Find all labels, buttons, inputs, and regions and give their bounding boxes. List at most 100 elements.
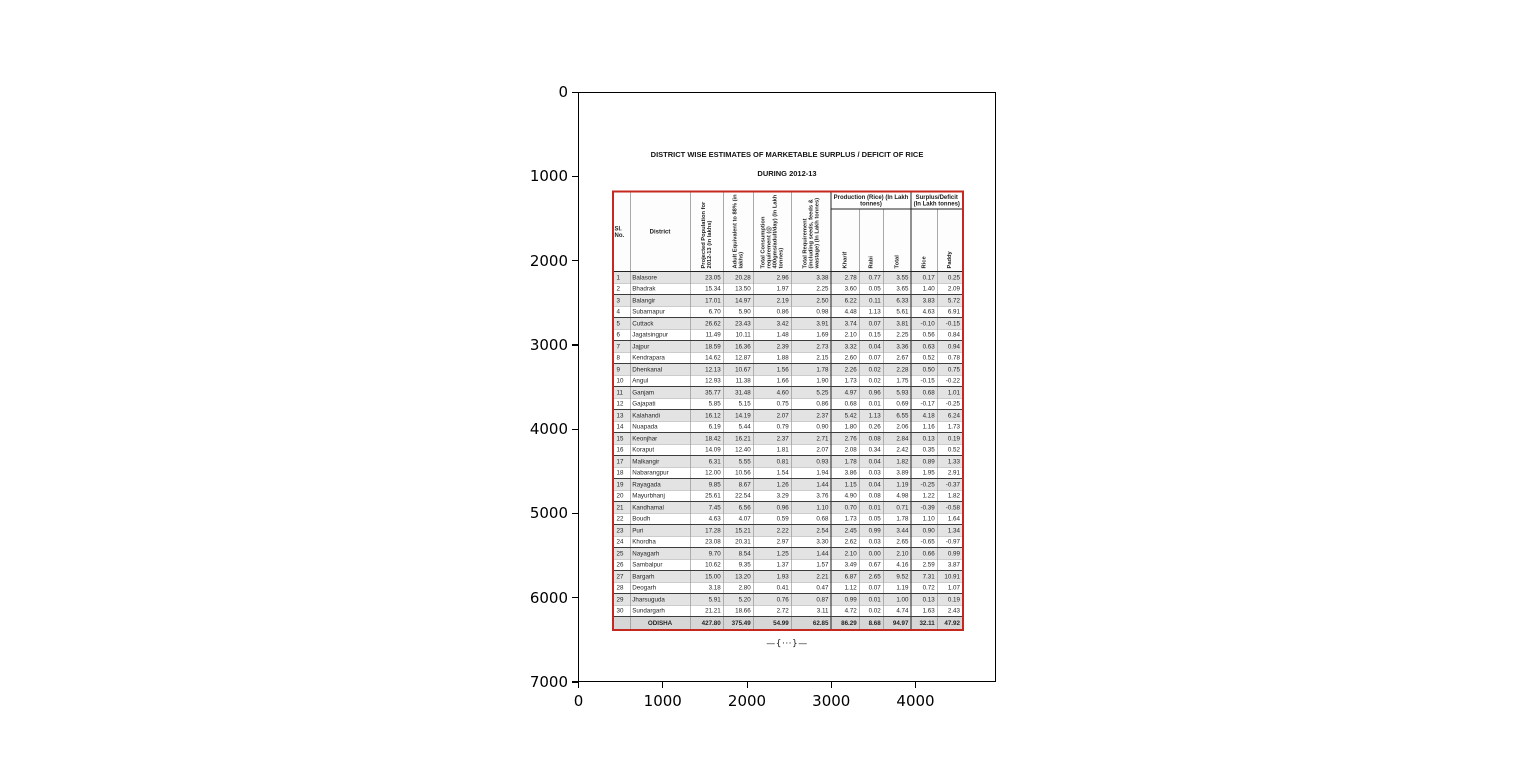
table-header: Sl. No. District Projected Population fo…	[612, 191, 964, 273]
cell-value: 1.97	[752, 283, 792, 296]
cell-value: 2.67	[882, 352, 912, 365]
cell-value: 1.13	[858, 409, 884, 422]
cell-value: 0.07	[858, 317, 884, 330]
cell-district: Kalahandi	[629, 409, 691, 422]
cell-value: 0.59	[752, 513, 792, 526]
cell-value: 2.25	[790, 283, 832, 296]
cell-district: Keonjhar	[629, 432, 691, 445]
cell-value: 1.82	[882, 455, 912, 468]
y-tick-label: 3000	[529, 335, 568, 354]
cell-value: 9.85	[689, 478, 724, 491]
cell-value: 0.77	[858, 271, 884, 284]
cell-value: 1.64	[936, 513, 964, 526]
cell-value: 12.93	[689, 375, 724, 388]
cell-value: -0.39	[910, 501, 938, 514]
cell-value: 0.02	[858, 363, 884, 376]
header-paddy: Paddy	[936, 208, 964, 273]
cell-district: Malkangir	[629, 455, 691, 468]
cell-sl-no: 4	[612, 306, 631, 319]
cell-value: 0.11	[858, 294, 884, 307]
cell-value: 9.35	[722, 559, 754, 572]
cell-value: 0.02	[858, 605, 884, 618]
cell-value: 0.75	[752, 398, 792, 411]
cell-value: 17.28	[689, 524, 724, 537]
cell-value: 5.25	[790, 386, 832, 399]
cell-value: 2.45	[830, 524, 860, 537]
cell-value: -0.25	[910, 478, 938, 491]
cell-value: 7.31	[910, 570, 938, 583]
cell-value: 0.17	[910, 271, 938, 284]
cell-value: 8.67	[722, 478, 754, 491]
cell-value: 0.02	[858, 375, 884, 388]
cell-district: ODISHA	[629, 616, 691, 631]
scanned-document: DISTRICT WISE ESTIMATES OF MARKETABLE SU…	[612, 150, 964, 650]
header-district: District	[629, 191, 691, 273]
cell-sl-no: 29	[612, 593, 631, 606]
header-kharif: Kharif	[830, 208, 860, 273]
page-footer-ornament: —{···}—	[766, 638, 808, 649]
cell-value: 1.88	[752, 352, 792, 365]
cell-value: 0.19	[936, 432, 964, 445]
x-tick-label: 2000	[727, 692, 767, 710]
cell-value: 94.97	[882, 616, 912, 631]
x-tick-label: 4000	[896, 692, 935, 710]
cell-value: 32.11	[910, 616, 938, 631]
cell-value: 2.71	[790, 432, 832, 445]
y-tick-mark	[572, 91, 578, 93]
cell-value: 2.37	[790, 409, 832, 422]
cell-district: Cuttack	[629, 317, 691, 330]
cell-value: 6.56	[722, 501, 754, 514]
cell-value: 13.20	[722, 570, 754, 583]
cell-value: 1.90	[790, 375, 832, 388]
cell-value: 0.01	[858, 501, 884, 514]
header-production-group: Production (Rice) (In Lakh tonnes)	[830, 191, 912, 210]
cell-district: Khordha	[629, 536, 691, 549]
cell-value: 0.67	[858, 559, 884, 572]
header-rice: Rice	[910, 208, 938, 273]
cell-value: 1.69	[790, 329, 832, 342]
table-row: 29 Jharsuguda 5.91 5.20 0.76 0.87 0.99 0.01 1.00…	[612, 593, 964, 606]
cell-value: 1.33	[936, 455, 964, 468]
cell-value: 12.13	[689, 363, 724, 376]
cell-value: -0.58	[936, 501, 964, 514]
cell-value: 0.04	[858, 478, 884, 491]
cell-value: -0.10	[910, 317, 938, 330]
cell-sl-no: 16	[612, 444, 631, 457]
header-consumption-requirement: Total Consumption requirement (@ 400gms/…	[752, 191, 792, 273]
cell-value: 0.96	[752, 501, 792, 514]
cell-district: Ganjam	[629, 386, 691, 399]
cell-value: 1.75	[882, 375, 912, 388]
cell-sl-no: 23	[612, 524, 631, 537]
cell-value: 4.90	[830, 490, 860, 503]
cell-value: 2.10	[830, 329, 860, 342]
cell-value: 1.13	[858, 306, 884, 319]
cell-value: 0.86	[752, 306, 792, 319]
x-tick-mark	[915, 682, 917, 688]
cell-value: 1.10	[790, 501, 832, 514]
cell-value: 3.89	[882, 467, 912, 480]
cell-value: 5.91	[689, 593, 724, 606]
cell-value: 3.86	[830, 467, 860, 480]
cell-value: 2.97	[752, 536, 792, 549]
cell-value: -0.97	[936, 536, 964, 549]
cell-value: 0.70	[830, 501, 860, 514]
cell-value: 62.85	[790, 616, 832, 631]
cell-value: 6.87	[830, 570, 860, 583]
cell-value: 2.37	[752, 432, 792, 445]
cell-value: 0.25	[936, 271, 964, 284]
cell-value: 1.82	[936, 490, 964, 503]
cell-value: 1.54	[752, 467, 792, 480]
cell-value: 1.73	[830, 513, 860, 526]
table-total-row: ODISHA 427.80 375.49 54.99 62.85 86.29 8.68 94.…	[612, 616, 964, 631]
cell-value: 23.08	[689, 536, 724, 549]
cell-value: 0.99	[830, 593, 860, 606]
cell-value: 16.21	[722, 432, 754, 445]
table-row: 25 Nayagarh 9.70 8.54 1.25 1.44 2.10 0.00 2.10 0.…	[612, 547, 964, 560]
cell-value: 17.01	[689, 294, 724, 307]
cell-value: 21.21	[689, 605, 724, 618]
table-row: 6 Jagatsingpur 11.49 10.11 1.48 1.69 2.10 0.15 2…	[612, 329, 964, 342]
cell-value: 5.90	[722, 306, 754, 319]
header-adult-equivalent: Adult Equivalent to 88% (in lakhs)	[722, 191, 754, 273]
cell-value: 2.42	[882, 444, 912, 457]
cell-value: 0.93	[790, 455, 832, 468]
